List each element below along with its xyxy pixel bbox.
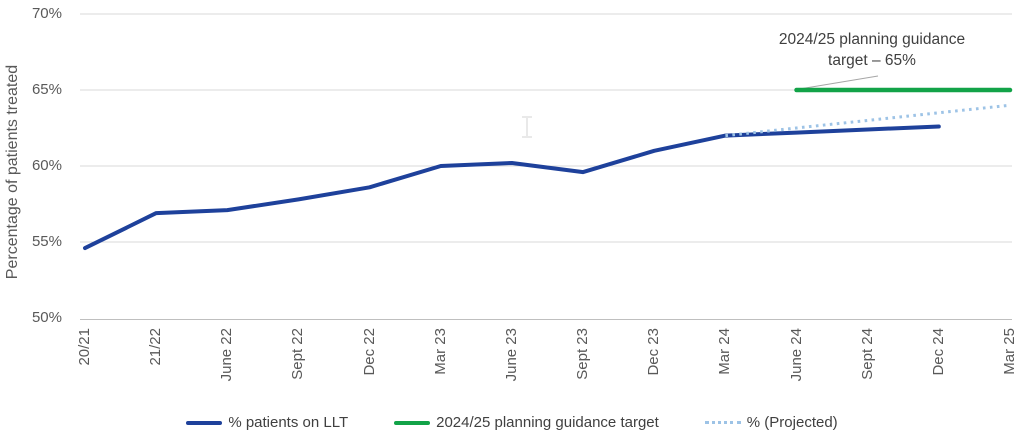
x-label-sept-22: Sept 22 <box>289 328 307 380</box>
legend-sample-planning-guidance-target <box>394 420 431 425</box>
legend-label-planning-guidance-target: 2024/25 planning guidance target <box>436 414 659 431</box>
x-label-dec-23: Dec 23 <box>645 328 663 376</box>
y-tick-label-70%: 70% <box>31 5 62 22</box>
x-label-june-22: June 22 <box>218 328 236 382</box>
y-tick-label-60%: 60% <box>31 157 62 174</box>
chart-legend: % patients on LLT 2024/25 planning guidan… <box>0 414 1024 431</box>
x-label-21-22: 21/22 <box>147 328 165 366</box>
x-label-20-21: 20/21 <box>76 328 93 366</box>
text-cursor-artifact <box>522 116 532 138</box>
x-label-sept-24: Sept 24 <box>858 328 876 380</box>
x-label-mar-24: Mar 24 <box>716 328 734 375</box>
x-label-dec-24: Dec 24 <box>929 328 947 376</box>
x-label-june-24: June 24 <box>787 328 805 382</box>
legend-item-planning-guidance-target: 2024/25 planning guidance target <box>394 414 659 431</box>
y-tick-label-65%: 65% <box>31 81 62 98</box>
x-label-mar-23: Mar 23 <box>431 328 449 375</box>
legend-item-projected: % (Projected) <box>704 414 838 431</box>
annotation-leader-line <box>799 75 879 90</box>
target-annotation: 2024/25 planning guidance target – 65% <box>779 29 965 71</box>
series-line-patients-on-llt <box>83 124 941 251</box>
x-label-june-23: June 23 <box>502 328 520 382</box>
target-annotation-line1: 2024/25 planning guidance <box>778 31 966 48</box>
x-label-sept-23: Sept 23 <box>574 328 592 380</box>
legend-label-projected: % (Projected) <box>746 414 838 431</box>
y-tick-label-55%: 55% <box>31 233 62 250</box>
legend-sample-patients-on-llt <box>186 420 223 425</box>
x-label-mar-25: Mar 25 <box>1001 328 1018 375</box>
legend-label-patients-on-llt: % patients on LLT <box>228 414 349 431</box>
series-line-projected <box>725 103 1011 138</box>
legend-sample-projected <box>704 421 741 424</box>
target-annotation-line2: target – 65% <box>828 52 916 69</box>
y-tick-label-50%: 50% <box>31 309 62 326</box>
legend-item-patients-on-llt: % patients on LLT <box>186 414 348 431</box>
x-label-dec-22: Dec 22 <box>360 328 378 376</box>
